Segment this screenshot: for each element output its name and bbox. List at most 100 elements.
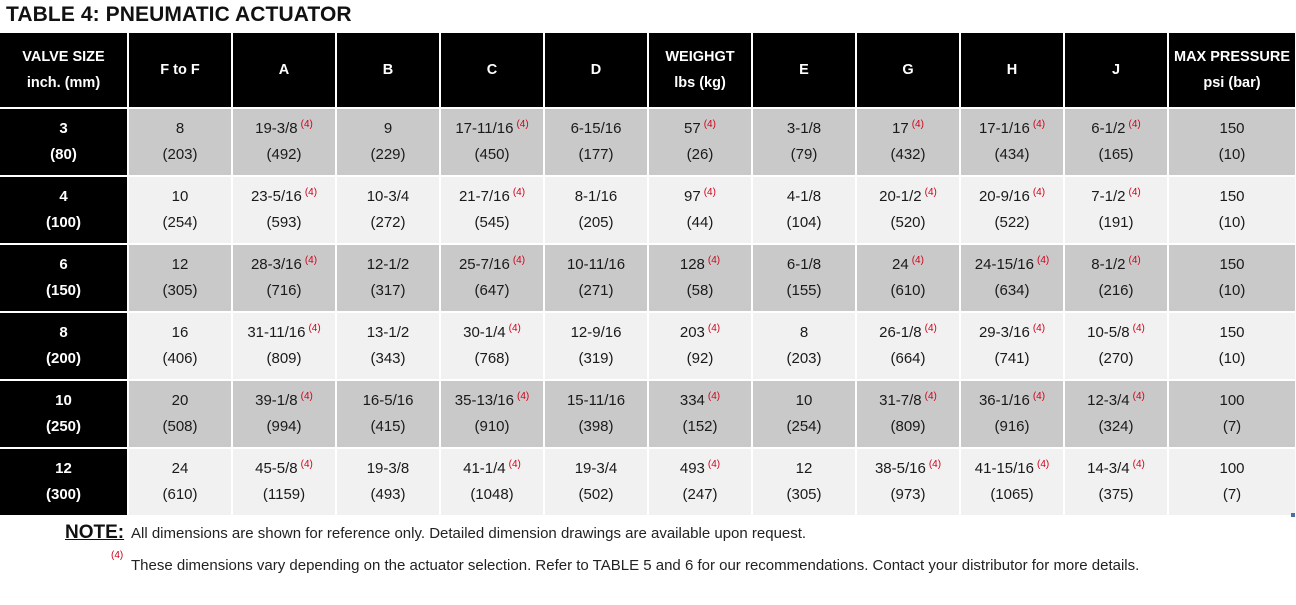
cell-imperial-value: 38-5/16 (4)	[857, 456, 959, 482]
cell-metric-value: (768)	[474, 350, 510, 367]
footnote-ref: (4)	[707, 459, 721, 470]
cell-imperial-value: 29-3/16 (4)	[961, 320, 1063, 346]
column-header: F to F	[128, 33, 233, 109]
footnote-ref: (4)	[512, 187, 526, 198]
table-cell: 41-15/16 (4) (1065)	[960, 448, 1065, 517]
cell-value-text: 16	[171, 324, 189, 341]
cell-imperial-value: 12	[129, 252, 231, 278]
table-cell: 19-3/4 (502)	[544, 448, 649, 517]
cell-imperial-value: 25-7/16 (4)	[441, 252, 543, 278]
cell-metric-value: (994)	[266, 418, 302, 435]
valve-size-text: 12	[55, 460, 72, 477]
cell-imperial-value: 24 (4)	[857, 252, 959, 278]
column-header: G	[856, 33, 961, 109]
cell-imperial-value: 16	[129, 320, 231, 346]
table-cell: 203 (4) (92)	[648, 312, 753, 381]
valve-size-cell: 6 (150)	[0, 244, 129, 313]
cell-metric-value: (434)	[994, 146, 1030, 163]
cell-metric-value: (79)	[790, 146, 818, 163]
table-cell: 20-9/16 (4) (522)	[960, 176, 1065, 245]
cell-imperial-value: 12-3/4 (4)	[1065, 388, 1167, 414]
valve-size-text: 10	[55, 392, 72, 409]
header-text: E	[799, 62, 809, 78]
footnote-text: These dimensions vary depending on the a…	[131, 557, 1140, 574]
cell-metric-value: (92)	[686, 350, 714, 367]
footnote-marker: (4)	[111, 550, 124, 561]
table-cell: 23-5/16 (4) (593)	[232, 176, 337, 245]
cell-imperial-value: 20-1/2 (4)	[857, 184, 959, 210]
cell-value-text: 10	[795, 392, 813, 409]
cell-metric-value: (1065)	[990, 486, 1034, 503]
cell-imperial-value: 7-1/2 (4)	[1065, 184, 1167, 210]
cell-imperial-value: 4-1/8	[753, 184, 855, 210]
footnote-ref: (4)	[516, 119, 529, 130]
note-text: All dimensions are shown for reference o…	[131, 525, 807, 542]
footnote-ref: (4)	[1032, 323, 1046, 334]
cell-metric-value: (319)	[578, 350, 614, 367]
cell-metric-value: (270)	[1098, 350, 1134, 367]
valve-size-text: 8	[59, 324, 68, 341]
cell-value-text: 100	[1219, 392, 1245, 409]
valve-size-text: (80)	[50, 146, 77, 163]
table-cell: 150 (10)	[1168, 176, 1296, 245]
cell-metric-value: (492)	[266, 146, 302, 163]
cell-metric-value: (809)	[266, 350, 302, 367]
table-cell: 38-5/16 (4) (973)	[856, 448, 961, 517]
table-cell: 16 (406)	[128, 312, 233, 381]
table-cell: 10-5/8 (4) (270)	[1064, 312, 1169, 381]
cell-imperial-value: 8	[753, 320, 855, 346]
cell-metric-value: (191)	[1098, 214, 1134, 231]
cell-value-text: 4-1/8	[786, 188, 822, 205]
cell-value-text: 150	[1219, 188, 1245, 205]
cell-value-text: 8	[799, 324, 809, 341]
cell-value-text: 25-7/16	[458, 256, 510, 273]
cell-value-text: 28-3/16	[250, 256, 302, 273]
cell-value-text: 493	[679, 460, 705, 477]
cell-imperial-value: 8-1/16	[545, 184, 647, 210]
footnote-ref: (4)	[703, 119, 716, 130]
table-cell: 6-1/8 (155)	[752, 244, 857, 313]
table-cell: 24-15/16 (4) (634)	[960, 244, 1065, 313]
header-text: psi (bar)	[1203, 75, 1261, 91]
valve-size-text: (200)	[45, 350, 82, 367]
cell-metric-value: (203)	[786, 350, 822, 367]
cell-value-text: 10-5/8	[1087, 324, 1130, 341]
cell-imperial-value: 10	[129, 184, 231, 210]
header-text: G	[902, 62, 914, 78]
table-row: 4 (100) 10 (254) 23-5/16 (4) (593) 10-3/4 (272) 2…	[0, 176, 1296, 245]
cell-value-text: 17-11/16	[455, 120, 514, 137]
footnote-ref: (4)	[924, 323, 937, 334]
header-text: lbs (kg)	[674, 75, 726, 91]
cell-metric-value: (664)	[890, 350, 926, 367]
cell-imperial-value: 6-1/2 (4)	[1065, 116, 1167, 142]
table-cell: 8-1/16 (205)	[544, 176, 649, 245]
pneumatic-actuator-table: VALVE SIZE inch. (mm) F to F A B C D WEIGHGT lbs…	[0, 33, 1296, 517]
cell-imperial-value: 12-9/16	[545, 320, 647, 346]
header-text: H	[1006, 62, 1018, 78]
table-cell: 4-1/8 (104)	[752, 176, 857, 245]
cell-value-text: 29-3/16	[978, 324, 1030, 341]
cell-imperial-value: 26-1/8 (4)	[857, 320, 959, 346]
column-header: WEIGHGT lbs (kg)	[648, 33, 753, 109]
cell-metric-value: (272)	[370, 214, 406, 231]
cell-value-text: 12	[795, 460, 813, 477]
footnote-ref: (4)	[1128, 187, 1141, 198]
cell-imperial-value: 10-3/4	[337, 184, 439, 210]
table-cell: 17-11/16 (4) (450)	[440, 108, 545, 177]
cell-metric-value: (165)	[1098, 146, 1134, 163]
table-cell: 8-1/2 (4) (216)	[1064, 244, 1169, 313]
table-cell: 29-3/16 (4) (741)	[960, 312, 1065, 381]
table-cell: 28-3/16 (4) (716)	[232, 244, 337, 313]
table-cell: 41-1/4 (4) (1048)	[440, 448, 545, 517]
cell-imperial-value: 23-5/16 (4)	[233, 184, 335, 210]
table-cell: 30-1/4 (4) (768)	[440, 312, 545, 381]
cell-value-text: 8	[175, 120, 185, 137]
cell-imperial-value: 10	[753, 388, 855, 414]
header-text: B	[382, 62, 394, 78]
cell-value-text: 203	[679, 324, 705, 341]
cell-metric-value: (343)	[370, 350, 406, 367]
footnote-ref: (4)	[1032, 391, 1046, 402]
cell-imperial-value: 36-1/16 (4)	[961, 388, 1063, 414]
cell-imperial-value: 14-3/4 (4)	[1065, 456, 1167, 482]
cell-value-text: 17	[892, 120, 909, 137]
